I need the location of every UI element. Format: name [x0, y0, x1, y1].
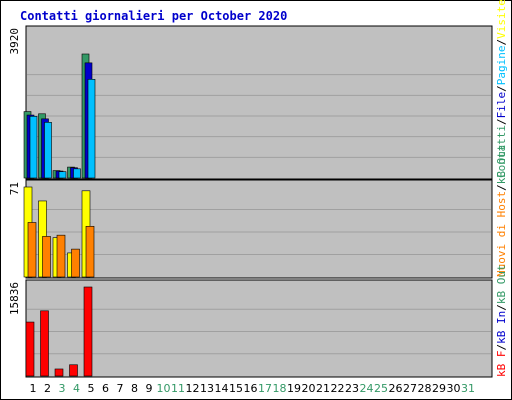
x-tick-label-7: 7 — [117, 382, 124, 395]
bar-nuovi-di-host-day-1 — [27, 222, 37, 278]
bar-pagine-day-5 — [87, 79, 96, 179]
x-tick-label-11: 11 — [171, 382, 185, 395]
x-tick-label-12: 12 — [186, 382, 200, 395]
chart-title: Contatti giornalieri per October 2020 — [20, 9, 287, 23]
x-tick-label-1: 1 — [30, 382, 37, 395]
x-tick-label-3: 3 — [59, 382, 66, 395]
x-tick-label-25: 25 — [374, 382, 388, 395]
x-tick-label-20: 20 — [302, 382, 316, 395]
x-axis-labels: 1 2 3 4 5 6 7 8 9 10 11 12 13 14 15 16 17 18 19 20 21 22 23 24 2… — [30, 382, 476, 395]
visits-panel-background — [25, 179, 493, 279]
kbytes-panel-background — [25, 279, 493, 378]
x-tick-label-23: 23 — [345, 382, 359, 395]
legend-entry-1: / — [495, 184, 508, 191]
legend-entry-4: Pagine — [495, 46, 508, 86]
legend-entry-6: Visite — [495, 0, 508, 39]
legend-entry-4: kB Out — [495, 264, 508, 304]
gridlines — [27, 74, 491, 355]
x-tick-label-9: 9 — [146, 382, 153, 395]
kbytes-ymax-label: 15836 — [8, 282, 21, 315]
legend-entry-5: / — [495, 39, 508, 46]
x-tick-label-8: 8 — [131, 382, 138, 395]
x-tick-label-4: 4 — [73, 382, 80, 395]
visits-ymax-label: 71 — [8, 182, 21, 195]
bar-kb-f-day-1 — [25, 321, 35, 377]
legend-entry-1: / — [495, 344, 508, 351]
x-tick-label-2: 2 — [44, 382, 51, 395]
bar-kb-f-day-4 — [69, 364, 78, 377]
bar-pagine-day-2 — [44, 122, 52, 179]
bar-nuovi-di-host-day-4 — [71, 248, 80, 278]
legend-entry-0: kB F — [495, 351, 508, 378]
bar-nuovi-di-host-day-5 — [85, 225, 95, 278]
kbytes-legend: kB F/kB In/kB Out — [495, 264, 508, 377]
x-tick-label-29: 29 — [432, 382, 446, 395]
bar-pagine-day-1 — [29, 116, 38, 179]
x-tick-label-17: 17 — [258, 382, 272, 395]
x-tick-label-18: 18 — [273, 382, 287, 395]
pages-legend: Contatti/File/Pagine/Visite — [495, 0, 508, 178]
legend-entry-1: / — [495, 118, 508, 125]
legend-entry-3: / — [495, 85, 508, 92]
legend-entry-0: Nuovi di Host — [495, 191, 508, 277]
x-tick-label-26: 26 — [389, 382, 403, 395]
x-tick-label-21: 21 — [316, 382, 330, 395]
bar-pagine-day-4 — [73, 168, 81, 179]
x-tick-label-15: 15 — [229, 382, 243, 395]
bar-nuovi-di-host-day-2 — [42, 236, 51, 278]
x-tick-label-6: 6 — [102, 382, 109, 395]
bar-nuovi-di-host-day-3 — [56, 234, 66, 278]
bars-layer — [23, 53, 96, 377]
legend-entry-3: / — [495, 304, 508, 311]
bar-pagine-day-3 — [58, 171, 67, 179]
x-tick-label-24: 24 — [360, 382, 374, 395]
x-tick-label-31: 31 — [461, 382, 475, 395]
legend-entry-0: Contatti — [495, 125, 508, 178]
x-tick-label-10: 10 — [157, 382, 171, 395]
bar-kb-f-day-3 — [54, 368, 64, 377]
x-tick-label-19: 19 — [287, 382, 301, 395]
x-tick-label-30: 30 — [447, 382, 461, 395]
legend-entry-2: kB In — [495, 311, 508, 344]
x-tick-label-13: 13 — [200, 382, 214, 395]
pages-ymax-label: 3920 — [8, 28, 21, 55]
pages-panel-background — [25, 25, 493, 180]
visits-legend: Nuovi di Host/kB Out — [495, 145, 508, 277]
x-tick-label-22: 22 — [331, 382, 345, 395]
x-tick-label-28: 28 — [418, 382, 432, 395]
x-tick-label-14: 14 — [215, 382, 229, 395]
legend-entry-2: kB Out — [495, 145, 508, 185]
bar-kb-f-day-2 — [40, 310, 49, 377]
x-tick-label-5: 5 — [88, 382, 95, 395]
x-tick-label-16: 16 — [244, 382, 258, 395]
bar-kb-f-day-5 — [83, 286, 93, 377]
x-tick-label-27: 27 — [403, 382, 417, 395]
legend-entry-2: File — [495, 92, 508, 119]
